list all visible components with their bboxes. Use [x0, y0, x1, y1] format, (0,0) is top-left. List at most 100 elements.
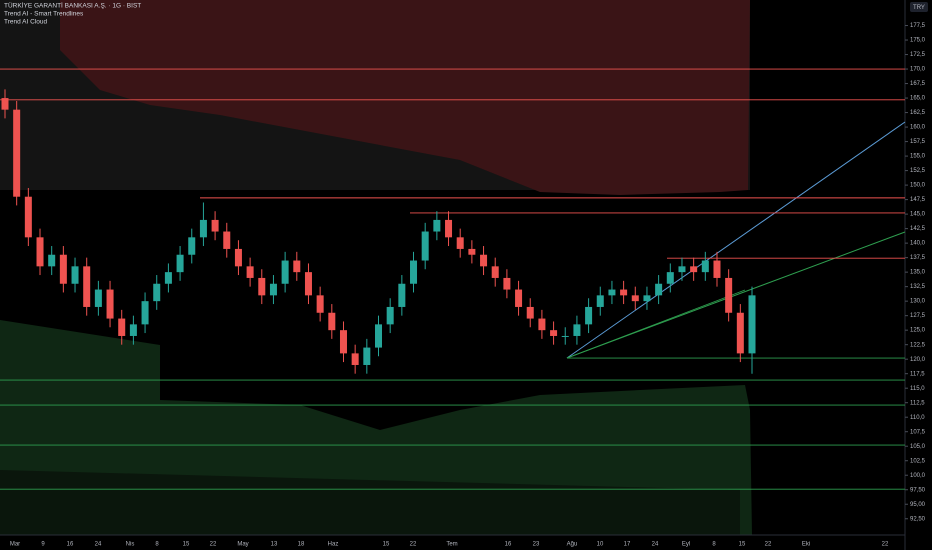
- x-tick-label: Haz: [328, 542, 339, 548]
- candle-body: [631, 295, 639, 302]
- y-tick-label: 135,0: [910, 270, 926, 276]
- y-tick-label: 122,5: [910, 342, 926, 348]
- y-tick-label: 170,0: [910, 67, 926, 73]
- candle-body: [339, 330, 347, 354]
- candle-body: [445, 219, 453, 238]
- candle-body: [246, 266, 254, 278]
- y-tick-label: 95,00: [910, 502, 926, 508]
- lower-cloud-deep: [0, 470, 740, 535]
- x-tick-label: 22: [210, 542, 217, 548]
- y-tick-label: 110,0: [910, 415, 925, 421]
- currency-box[interactable]: [910, 2, 928, 12]
- candle-body: [176, 254, 184, 273]
- x-tick-label: May: [237, 542, 248, 548]
- x-tick-label: Eyl: [682, 542, 690, 548]
- y-tick-label: 152,5: [910, 168, 926, 174]
- trendline-blue: [566, 121, 906, 359]
- x-tick-label: Eki: [802, 542, 810, 548]
- candle-body: [596, 295, 604, 307]
- y-tick-label: 130,0: [910, 299, 926, 305]
- y-tick-label: 167,5: [910, 81, 926, 87]
- candle-body: [643, 295, 651, 302]
- candle-body: [24, 196, 32, 238]
- x-tick-label: 24: [95, 542, 102, 548]
- x-tick-label: 18: [298, 542, 305, 548]
- candle-body: [269, 283, 277, 296]
- x-tick-label: 22: [882, 542, 889, 548]
- y-tick-label: 100,0: [910, 473, 926, 479]
- candle-body: [725, 277, 733, 313]
- trendline-green-inner: [566, 289, 746, 359]
- candle-body: [293, 260, 301, 273]
- x-tick-label: 22: [410, 542, 417, 548]
- candle-body: [351, 353, 359, 365]
- candle-body: [304, 272, 312, 296]
- y-tick-label: 137,5: [910, 255, 926, 261]
- candle-body: [316, 295, 324, 313]
- candle-body: [13, 109, 21, 197]
- y-tick-label: 112,5: [910, 400, 925, 406]
- y-tick-label: 140,0: [910, 241, 926, 247]
- y-tick-label: 92,50: [910, 516, 926, 522]
- candle-body: [94, 289, 102, 307]
- candle-body: [526, 306, 534, 319]
- candle-body: [48, 254, 56, 267]
- candle-body: [538, 318, 546, 331]
- y-tick-label: 155,0: [910, 154, 926, 160]
- x-tick-label: 8: [155, 542, 159, 548]
- x-tick-label: 8: [712, 542, 716, 548]
- candle-body: [258, 277, 266, 296]
- indicator-name: Trend AI Cloud: [4, 19, 48, 26]
- candle-body: [36, 237, 44, 267]
- indicator-name: Trend AI - Smart Trendlines: [4, 11, 84, 18]
- candle-body: [328, 312, 336, 331]
- candle-body: [503, 277, 511, 290]
- candle-body: [620, 289, 628, 296]
- candle-body: [281, 260, 289, 284]
- candle-body: [421, 231, 429, 261]
- candle-body: [118, 318, 126, 336]
- x-tick-label: Tem: [446, 542, 457, 548]
- chart-title: TÜRKİYE GARANTİ BANKASI A.Ş. · 1G · BIST: [4, 1, 141, 10]
- y-tick-label: 115,0: [910, 386, 925, 392]
- candle-body: [83, 266, 91, 307]
- candle-body: [573, 324, 581, 336]
- candle-body: [199, 219, 207, 238]
- x-tick-label: 15: [383, 542, 390, 548]
- y-tick-label: 125,0: [910, 328, 926, 334]
- x-tick-label: 22: [765, 542, 772, 548]
- candle-body: [585, 306, 593, 325]
- y-tick-label: 162,5: [910, 110, 926, 116]
- candle-body: [386, 306, 394, 325]
- candle-body: [550, 330, 558, 336]
- x-tick-label: Mar: [10, 542, 20, 548]
- x-tick-label: 9: [41, 542, 45, 548]
- candle-body: [188, 237, 196, 255]
- candle-body: [736, 312, 744, 354]
- candle-body: [456, 237, 464, 249]
- y-tick-label: 160,0: [910, 125, 926, 131]
- candle-body: [234, 248, 242, 267]
- candle-body: [363, 347, 371, 365]
- candle-body: [713, 260, 721, 278]
- y-tick-label: 165,0: [910, 96, 926, 102]
- y-tick-label: 132,5: [910, 284, 926, 290]
- y-tick-label: 127,5: [910, 313, 926, 319]
- candle-body: [678, 266, 686, 273]
- candle-body: [468, 248, 476, 255]
- x-tick-label: 15: [739, 542, 746, 548]
- candle-body: [1, 98, 9, 110]
- x-tick-label: 10: [597, 542, 604, 548]
- y-tick-label: 97,50: [910, 487, 926, 493]
- candle-body: [515, 289, 523, 307]
- candle-body: [666, 272, 674, 284]
- y-tick-label: 142,5: [910, 226, 926, 232]
- currency[interactable]: TRY: [913, 5, 925, 11]
- candle-body: [433, 219, 441, 232]
- x-tick-label: 17: [624, 542, 631, 548]
- y-tick-label: 175,0: [910, 38, 926, 44]
- x-tick-label: 15: [183, 542, 190, 548]
- y-tick-label: 150,0: [910, 183, 926, 189]
- candle-body: [480, 254, 488, 267]
